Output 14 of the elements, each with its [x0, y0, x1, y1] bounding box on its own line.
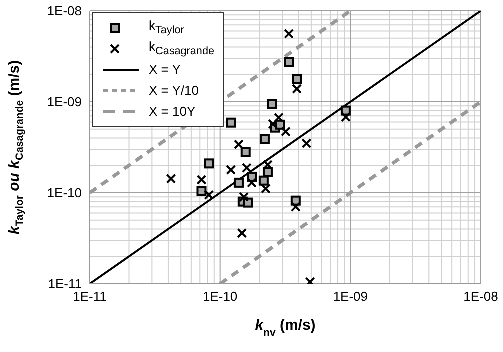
legend-label: k$_{Taylor}$ — [149, 18, 184, 37]
x-tick-label: 1E-10 — [202, 289, 238, 304]
y-tick-label: 1E-09 — [47, 94, 82, 110]
legend-label: X = Y/10 — [149, 83, 199, 98]
y-tick-label: 1E-10 — [47, 186, 82, 201]
x-axis-title: k$_{nv}$ (m/s) — [255, 317, 316, 339]
legend-label: X = 10Y — [149, 104, 196, 119]
y-tick-label: 1E-11 — [48, 276, 82, 292]
legend-label: k$_{Casagrande}$ — [149, 39, 214, 58]
x-tick-label: 1E-11 — [73, 289, 107, 304]
y-tick-label: 1E-08 — [47, 4, 82, 19]
x-tick-label: 1E-08 — [464, 289, 498, 304]
x-tick-label: 1E-09 — [333, 289, 368, 304]
legend-label: X = Y — [149, 62, 181, 77]
